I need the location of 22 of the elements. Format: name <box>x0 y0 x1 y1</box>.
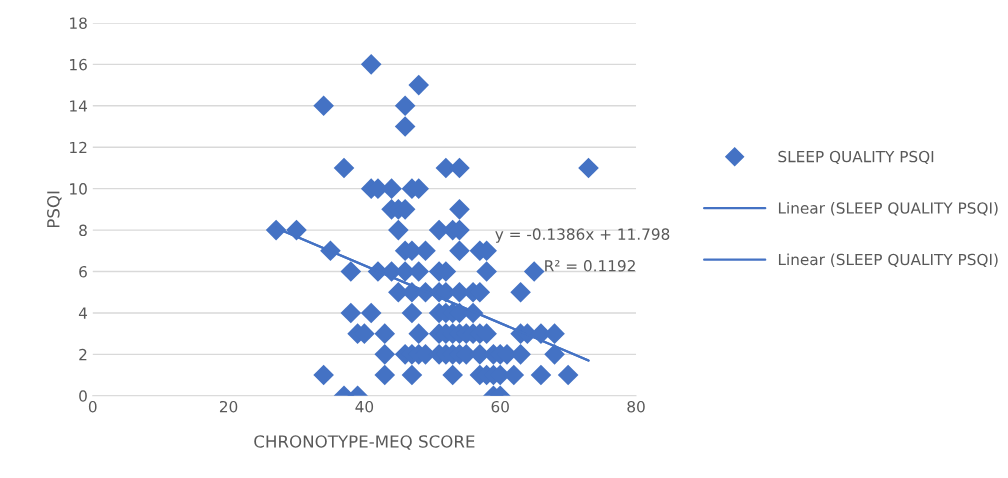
x-tick-label: 60 <box>491 400 509 413</box>
y-tick-label: 0 <box>79 390 87 402</box>
y-tick-label: 6 <box>79 265 87 278</box>
x-tick-label: 0 <box>88 400 97 413</box>
y-tick-label: 12 <box>70 141 87 154</box>
x-tick-label: 80 <box>627 400 645 413</box>
y-tick-label: 16 <box>70 58 87 71</box>
y-tick-label: 2 <box>79 348 87 361</box>
y-tick-label: 14 <box>70 100 88 112</box>
y-axis-title: PSQI <box>47 191 62 228</box>
annotation: y = -0.1386x + 11.798 <box>495 228 670 243</box>
y-tick-label: 8 <box>79 224 87 237</box>
legend-label: SLEEP QUALITY PSQI <box>778 150 934 165</box>
legend-label: Linear (SLEEP QUALITY PSQI) <box>778 253 998 268</box>
y-tick-label: 10 <box>70 183 87 195</box>
x-axis-title: CHRONOTYPE-MEQ SCORE <box>254 435 475 450</box>
y-tick-label: 4 <box>78 307 88 319</box>
legend-label: Linear (SLEEP QUALITY PSQI) <box>778 201 998 216</box>
x-tick-label: 40 <box>355 400 374 413</box>
x-tick-label: 20 <box>219 400 238 413</box>
y-tick-label: 18 <box>70 17 87 29</box>
annotation: R² = 0.1192 <box>545 260 635 272</box>
